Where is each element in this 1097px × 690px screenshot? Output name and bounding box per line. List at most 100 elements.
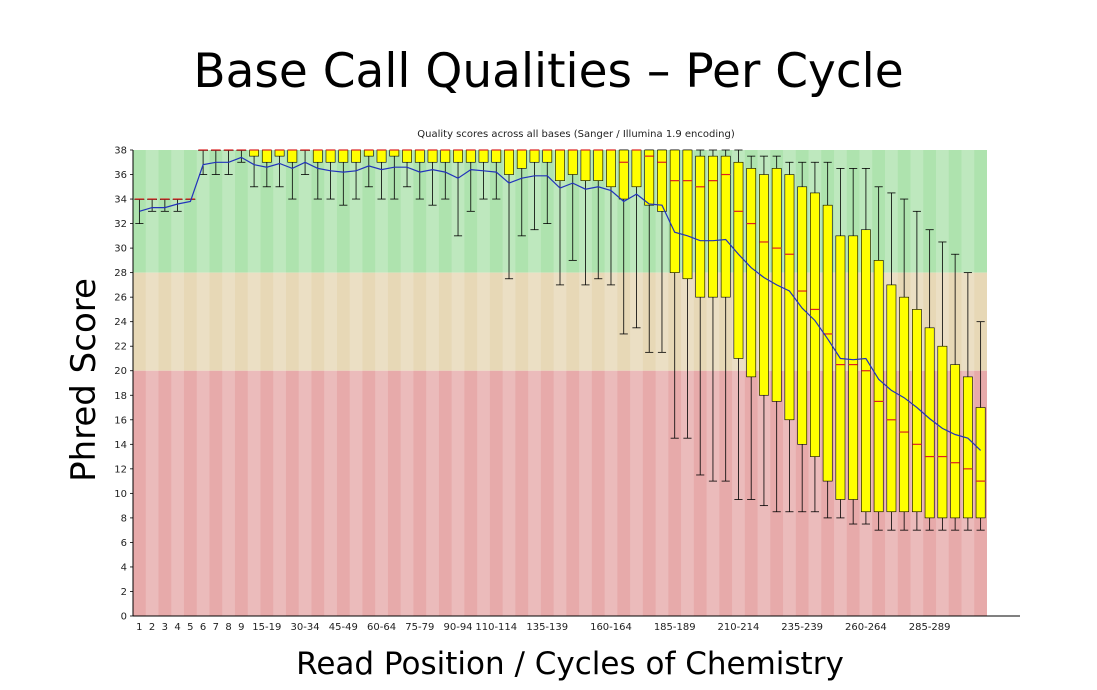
box-14 (312, 149, 323, 200)
box-24 (440, 149, 451, 200)
box-33 (555, 149, 565, 286)
box-body (695, 155, 706, 298)
box-19 (376, 149, 387, 200)
box-body (453, 149, 463, 163)
box-5 (198, 149, 208, 175)
box-15 (325, 149, 336, 200)
box-body (478, 149, 489, 163)
box-48 (746, 155, 757, 500)
x-tick-label: 6 (200, 622, 206, 633)
y-tick-label: 4 (121, 562, 127, 573)
column-stripe (451, 150, 465, 616)
column-stripe (247, 150, 261, 616)
box-39 (631, 149, 642, 329)
y-tick-label: 38 (114, 146, 127, 157)
box-body (363, 149, 374, 157)
column-stripe (502, 150, 516, 616)
column-stripe (145, 150, 159, 616)
x-tick-label: 7 (213, 622, 219, 633)
y-tick-label: 0 (121, 612, 127, 623)
x-tick-label: 5 (187, 622, 193, 633)
box-2 (159, 198, 170, 212)
box-56 (848, 167, 859, 525)
box-16 (338, 149, 349, 206)
box-61 (912, 210, 922, 531)
box-body (338, 149, 349, 163)
box-body (325, 149, 336, 163)
x-tick-label: 210-214 (718, 622, 760, 633)
box-body (618, 149, 629, 200)
box-27 (478, 149, 489, 200)
box-body (822, 204, 833, 482)
box-28 (491, 149, 502, 200)
box-body (810, 192, 820, 457)
box-49 (759, 155, 769, 507)
box-body (720, 155, 731, 298)
x-tick-label: 8 (225, 622, 231, 633)
box-10 (261, 149, 272, 188)
column-stripe (477, 150, 490, 616)
x-tick-label: 9 (238, 622, 244, 633)
box-body (797, 186, 808, 445)
box-43 (682, 149, 693, 439)
box-36 (593, 149, 604, 280)
y-tick-label: 22 (114, 342, 127, 353)
box-body (746, 168, 757, 378)
x-tick-label: 185-189 (654, 622, 696, 633)
box-body (950, 364, 961, 519)
box-34 (567, 149, 578, 261)
box-body (274, 149, 285, 157)
mean-line (139, 156, 982, 451)
box-body (886, 284, 897, 513)
box-22 (414, 149, 425, 200)
box-42 (669, 149, 680, 439)
x-tick-label: 235-239 (781, 622, 823, 633)
x-tick-label: 260-264 (845, 622, 887, 633)
box-53 (810, 161, 820, 513)
box-body (912, 309, 922, 513)
box-body (835, 235, 846, 500)
box-25 (453, 149, 463, 237)
column-stripe (349, 150, 363, 616)
box-body (491, 149, 502, 163)
box-45 (708, 149, 718, 482)
box-body (249, 149, 259, 157)
box-37 (606, 149, 616, 286)
column-stripe (171, 150, 184, 616)
mean-line-group (139, 156, 982, 451)
box-body (427, 149, 438, 163)
box-body (261, 149, 272, 163)
y-tick-label: 20 (114, 366, 127, 377)
box-18 (363, 149, 374, 188)
box-4 (185, 198, 196, 200)
box-3 (172, 198, 183, 212)
box-body (848, 235, 859, 500)
x-tick-label: 2 (149, 622, 155, 633)
box-54 (822, 161, 833, 519)
box-body (733, 161, 744, 359)
box-body (529, 149, 540, 163)
box-body (351, 149, 361, 163)
box-57 (861, 167, 871, 525)
box-body (555, 149, 565, 181)
y-tick-label: 28 (114, 268, 127, 279)
box-body (937, 345, 948, 519)
box-body (975, 407, 986, 519)
box-66 (975, 321, 986, 531)
box-body (962, 376, 973, 519)
y-tick-label: 16 (114, 415, 127, 426)
box-64 (950, 253, 961, 531)
column-stripe (553, 150, 567, 616)
box-55 (835, 167, 846, 519)
x-axis-title: Read Position / Cycles of Chemistry (296, 646, 844, 682)
x-tick-label: 160-164 (590, 622, 632, 633)
box-8 (236, 149, 247, 163)
box-body (924, 327, 935, 519)
x-tick-label: 45-49 (329, 622, 358, 633)
x-tick-label: 1 (136, 622, 142, 633)
box-body (287, 149, 298, 163)
x-tick-label: 75-79 (405, 622, 434, 633)
y-tick-label: 6 (121, 538, 127, 549)
box-body (606, 149, 616, 188)
box-59 (886, 192, 897, 531)
